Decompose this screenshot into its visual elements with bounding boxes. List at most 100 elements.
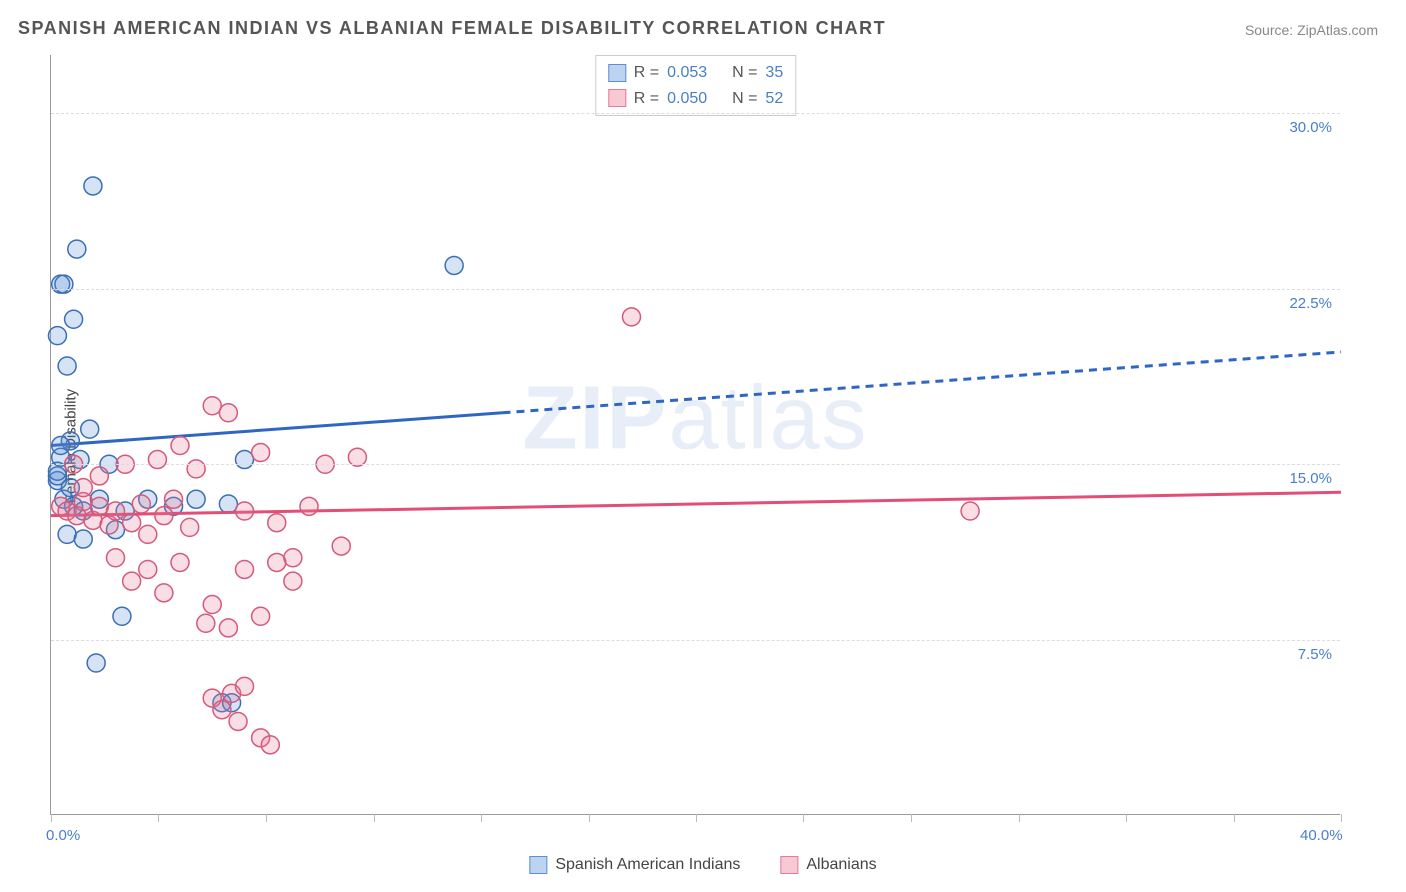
data-point-spanish_american_indians	[74, 530, 92, 548]
n-value-series-0: 35	[765, 60, 783, 86]
data-point-albanians	[123, 514, 141, 532]
data-point-albanians	[148, 451, 166, 469]
data-point-spanish_american_indians	[219, 495, 237, 513]
r-value-series-1: 0.050	[667, 86, 707, 112]
stats-row-series-0: R = 0.053 N = 35	[608, 60, 783, 86]
plot-area: ZIPatlas R = 0.053 N = 35 R = 0.050 N = …	[50, 55, 1340, 815]
data-point-albanians	[74, 479, 92, 497]
data-point-spanish_american_indians	[65, 310, 83, 328]
y-tick-label: 7.5%	[1272, 646, 1332, 663]
data-point-albanians	[107, 502, 125, 520]
data-point-spanish_american_indians	[236, 451, 254, 469]
n-label: N =	[732, 86, 757, 112]
data-point-albanians	[107, 549, 125, 567]
data-point-albanians	[623, 308, 641, 326]
data-point-spanish_american_indians	[58, 357, 76, 375]
data-point-albanians	[261, 736, 279, 754]
x-tick	[374, 814, 375, 822]
data-point-albanians	[197, 614, 215, 632]
swatch-series-1	[608, 89, 626, 107]
x-tick	[266, 814, 267, 822]
data-point-albanians	[90, 467, 108, 485]
data-point-albanians	[139, 525, 157, 543]
x-tick	[589, 814, 590, 822]
gridline-h	[51, 640, 1340, 641]
data-point-albanians	[213, 701, 231, 719]
x-tick-label-max: 40.0%	[1300, 827, 1343, 844]
n-label: N =	[732, 60, 757, 86]
data-point-albanians	[171, 553, 189, 571]
x-tick-label-min: 0.0%	[46, 827, 80, 844]
trend-line-dashed-spanish_american_indians	[503, 352, 1342, 413]
data-point-albanians	[219, 619, 237, 637]
data-point-spanish_american_indians	[87, 654, 105, 672]
data-point-albanians	[300, 497, 318, 515]
data-point-albanians	[90, 497, 108, 515]
data-point-spanish_american_indians	[52, 437, 70, 455]
data-point-albanians	[123, 572, 141, 590]
data-point-albanians	[236, 502, 254, 520]
swatch-series-0	[529, 856, 547, 874]
data-point-spanish_american_indians	[81, 420, 99, 438]
source-attribution: Source: ZipAtlas.com	[1245, 22, 1378, 38]
n-value-series-1: 52	[765, 86, 783, 112]
data-point-spanish_american_indians	[68, 240, 86, 258]
data-point-albanians	[284, 572, 302, 590]
data-point-albanians	[132, 495, 150, 513]
x-tick	[51, 814, 52, 822]
chart-title: SPANISH AMERICAN INDIAN VS ALBANIAN FEMA…	[18, 18, 886, 39]
data-point-spanish_american_indians	[58, 525, 76, 543]
trend-line-spanish_american_indians	[51, 413, 503, 446]
stats-row-series-1: R = 0.050 N = 52	[608, 86, 783, 112]
y-tick-label: 30.0%	[1272, 119, 1332, 136]
data-point-albanians	[155, 507, 173, 525]
x-tick	[1341, 814, 1342, 822]
x-tick	[158, 814, 159, 822]
data-point-albanians	[219, 404, 237, 422]
data-point-albanians	[229, 712, 247, 730]
x-tick	[911, 814, 912, 822]
data-point-albanians	[171, 437, 189, 455]
data-point-albanians	[252, 444, 270, 462]
stats-legend-box: R = 0.053 N = 35 R = 0.050 N = 52	[595, 55, 796, 116]
data-point-albanians	[268, 514, 286, 532]
gridline-h	[51, 464, 1340, 465]
scatter-svg	[51, 55, 1340, 814]
legend-item-series-1: Albanians	[780, 856, 876, 874]
swatch-series-1	[780, 856, 798, 874]
data-point-albanians	[252, 607, 270, 625]
data-point-spanish_american_indians	[113, 607, 131, 625]
legend-label-series-1: Albanians	[806, 856, 876, 874]
data-point-albanians	[268, 553, 286, 571]
y-tick-label: 15.0%	[1272, 470, 1332, 487]
data-point-albanians	[165, 490, 183, 508]
x-tick	[1234, 814, 1235, 822]
data-point-albanians	[203, 397, 221, 415]
data-point-albanians	[284, 549, 302, 567]
data-point-albanians	[155, 584, 173, 602]
legend-item-series-0: Spanish American Indians	[529, 856, 740, 874]
data-point-albanians	[139, 560, 157, 578]
x-tick	[803, 814, 804, 822]
data-point-spanish_american_indians	[84, 177, 102, 195]
bottom-legend: Spanish American Indians Albanians	[529, 856, 876, 874]
r-value-series-0: 0.053	[667, 60, 707, 86]
data-point-spanish_american_indians	[55, 275, 73, 293]
legend-label-series-0: Spanish American Indians	[555, 856, 740, 874]
data-point-albanians	[181, 518, 199, 536]
x-tick	[481, 814, 482, 822]
gridline-h	[51, 289, 1340, 290]
x-tick	[696, 814, 697, 822]
x-tick	[1019, 814, 1020, 822]
data-point-albanians	[187, 460, 205, 478]
x-tick	[1126, 814, 1127, 822]
data-point-albanians	[332, 537, 350, 555]
data-point-albanians	[236, 560, 254, 578]
data-point-spanish_american_indians	[187, 490, 205, 508]
data-point-albanians	[236, 677, 254, 695]
r-label: R =	[634, 86, 659, 112]
y-tick-label: 22.5%	[1272, 295, 1332, 312]
data-point-albanians	[203, 596, 221, 614]
gridline-h	[51, 113, 1340, 114]
r-label: R =	[634, 60, 659, 86]
